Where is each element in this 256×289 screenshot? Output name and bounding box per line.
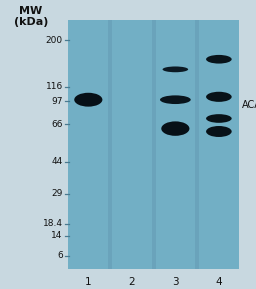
Bar	[68, 20, 108, 269]
Text: 44: 44	[51, 157, 63, 166]
Text: 200: 200	[46, 36, 63, 45]
Ellipse shape	[163, 66, 188, 72]
Text: MW: MW	[19, 6, 42, 16]
Text: 14: 14	[51, 231, 63, 240]
Ellipse shape	[74, 93, 102, 107]
Ellipse shape	[206, 126, 232, 137]
Text: 4: 4	[216, 277, 222, 287]
Text: 18.4: 18.4	[43, 219, 63, 229]
Ellipse shape	[206, 55, 232, 64]
Text: 97: 97	[51, 97, 63, 106]
Ellipse shape	[206, 92, 232, 102]
Text: 6: 6	[57, 251, 63, 260]
Text: 66: 66	[51, 120, 63, 129]
Bar	[199, 20, 239, 269]
Text: 29: 29	[51, 189, 63, 198]
Bar	[108, 20, 112, 269]
Text: 2: 2	[129, 277, 135, 287]
Text: 3: 3	[172, 277, 179, 287]
Text: ACAP2: ACAP2	[242, 101, 256, 110]
Text: 116: 116	[46, 82, 63, 91]
Bar	[156, 20, 195, 269]
Text: 1: 1	[85, 277, 92, 287]
Bar	[195, 20, 199, 269]
Ellipse shape	[161, 121, 189, 136]
Ellipse shape	[206, 114, 232, 123]
Text: (kDa): (kDa)	[14, 17, 48, 27]
Ellipse shape	[160, 95, 191, 104]
Bar	[68, 20, 239, 269]
Bar	[152, 20, 156, 269]
Bar	[112, 20, 152, 269]
